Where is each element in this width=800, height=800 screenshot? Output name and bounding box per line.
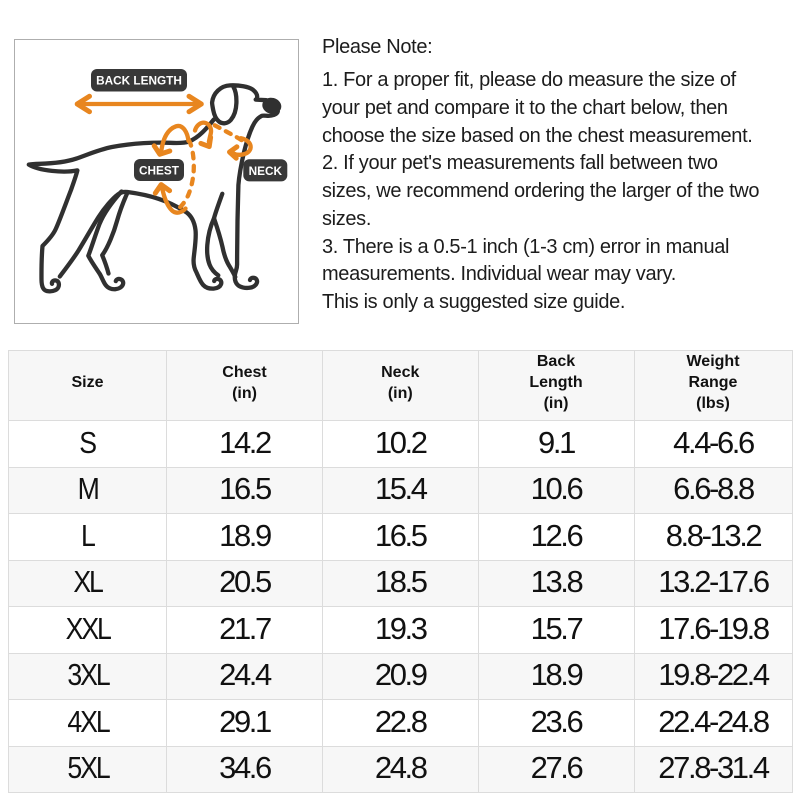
- svg-text:CHEST: CHEST: [139, 163, 180, 177]
- svg-text:BACK LENGTH: BACK LENGTH: [96, 74, 182, 88]
- svg-text:NECK: NECK: [249, 164, 283, 178]
